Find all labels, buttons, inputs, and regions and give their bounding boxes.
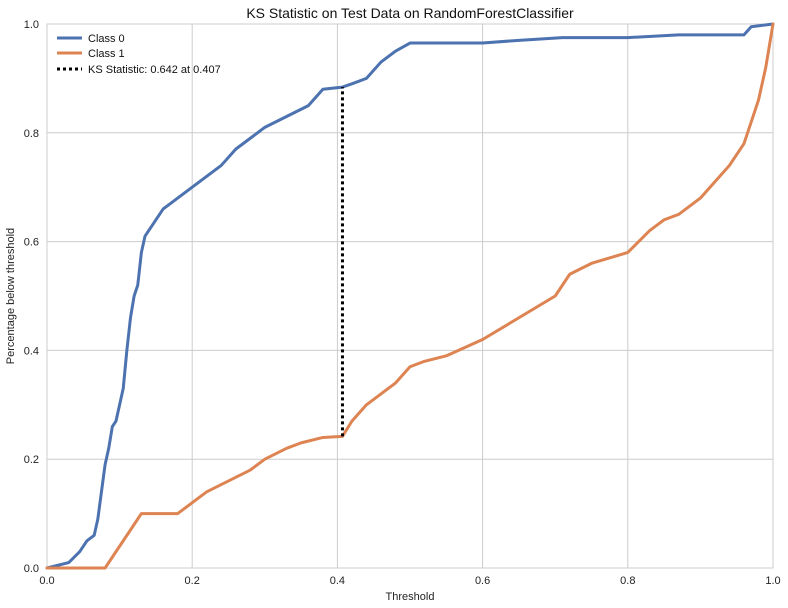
plot-area: [46, 23, 774, 569]
x-axis-label: Threshold: [386, 591, 435, 603]
y-tick-label: 1.0: [24, 19, 39, 31]
y-tick-label: 0.8: [24, 128, 39, 140]
y-axis-label: Percentage below threshold: [5, 228, 17, 364]
legend-label-class-0: Class 0: [88, 33, 125, 45]
series-layer: [45, 22, 775, 570]
x-tick-label: 0.4: [330, 575, 345, 587]
tick-labels: 0.0 0.2 0.4 0.6 0.8 1.0 0.0 0.2 0.4 0.6 0.8 1.0: [24, 19, 781, 587]
legend: Class 0 Class 1 KS Statistic: 0.642 at 0…: [57, 33, 221, 76]
chart-title: KS Statistic on Test Data on RandomFores…: [246, 5, 574, 21]
x-tick-label: 1.0: [765, 575, 780, 587]
legend-label-class-1: Class 1: [88, 48, 125, 60]
series-line-class-1: [45, 22, 775, 570]
legend-label-ks: KS Statistic: 0.642 at 0.407: [88, 64, 221, 76]
y-tick-label: 0.2: [24, 454, 39, 466]
y-tick-label: 0.6: [24, 237, 39, 249]
series-line-class-0: [45, 22, 775, 570]
x-tick-label: 0.6: [475, 575, 490, 587]
y-tick-label: 0.4: [24, 345, 39, 357]
grid: [46, 23, 774, 569]
x-tick-label: 0.8: [620, 575, 635, 587]
x-tick-label: 0.2: [185, 575, 200, 587]
x-tick-label: 0.0: [39, 575, 54, 587]
y-tick-label: 0.0: [24, 563, 39, 575]
